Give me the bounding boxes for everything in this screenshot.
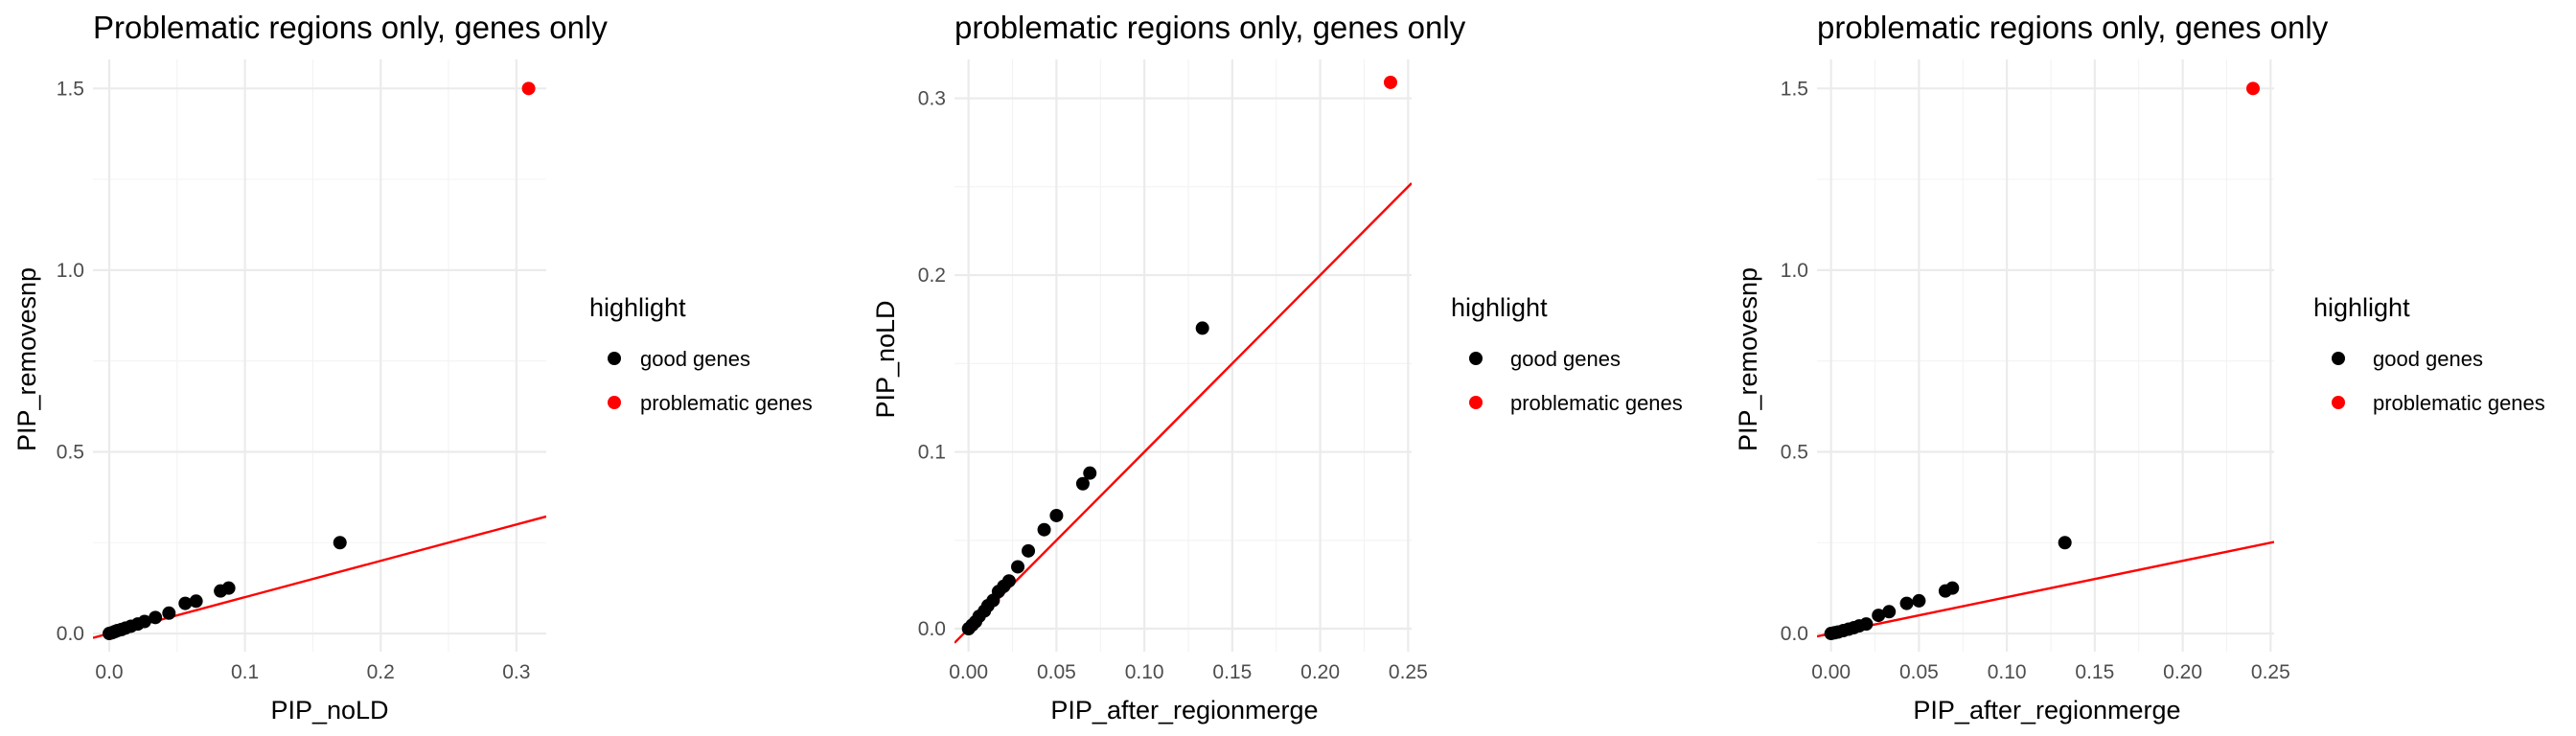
panel-2-legend-title: highlight xyxy=(1451,293,1548,322)
panel-3-x-tick-label: 0.20 xyxy=(2163,661,2202,683)
panel-2-point-good-genes xyxy=(1022,543,1036,558)
panel-1-x-tick-label: 0.3 xyxy=(502,661,530,683)
panel-2-legend-label-good-genes: good genes xyxy=(1510,347,1621,371)
panel-1-point-good-genes xyxy=(178,596,193,610)
panel-3-x-tick-label: 0.05 xyxy=(1899,661,1939,683)
panel-2: problematic regions only, genes only 0.0… xyxy=(871,10,1683,724)
panel-3-point-good-genes xyxy=(1899,596,1914,610)
panel-3-x-tick-label: 0.15 xyxy=(2075,661,2114,683)
panel-1-y-axis-title: PIP_removesnp xyxy=(12,267,41,451)
panel-2-y-tick-label: 0.3 xyxy=(918,88,946,110)
panel-2-y-tick-label: 0.1 xyxy=(918,442,946,464)
panel-3-point-good-genes xyxy=(1945,581,1960,595)
panel-3-x-tick-label: 0.10 xyxy=(1988,661,2027,683)
panel-1-point-good-genes xyxy=(189,594,203,609)
panel-2-y-tick-label: 0.0 xyxy=(918,618,946,640)
panel-1-plot: 0.0 0.1 0.2 0.3 0.0 0.5 1.0 1.5 xyxy=(57,59,546,683)
panel-3-point-good-genes xyxy=(1872,609,1886,623)
panel-3-legend-title: highlight xyxy=(2313,293,2410,322)
panel-1-point-good-genes xyxy=(221,581,236,595)
panel-2-legend: highlight good genes problematic genes xyxy=(1451,293,1683,415)
panel-1-y-tick-label: 0.0 xyxy=(57,623,84,645)
panel-2-x-tick-label: 0.15 xyxy=(1212,661,1252,683)
panel-2-y-axis-title: PIP_noLD xyxy=(871,300,900,418)
panel-1-x-tick-label: 0.2 xyxy=(367,661,395,683)
panel-1-legend-label-problematic-genes: problematic genes xyxy=(640,391,813,415)
panel-3-y-tick-label: 1.0 xyxy=(1781,260,1808,282)
panel-3-legend-key-good-genes xyxy=(2332,352,2345,365)
panel-2-reference-line xyxy=(954,182,1412,644)
panel-3-point-good-genes xyxy=(1859,617,1874,632)
panel-2-point-good-genes xyxy=(1011,560,1025,574)
panel-1-point-good-genes xyxy=(149,610,163,625)
panel-1-y-tick-label: 0.5 xyxy=(57,441,84,463)
panel-1-legend-title: highlight xyxy=(589,293,686,322)
panel-2-x-tick-label: 0.00 xyxy=(949,661,988,683)
panel-3-x-axis-title: PIP_after_regionmerge xyxy=(1913,696,2180,724)
panel-2-point-good-genes xyxy=(1001,574,1016,588)
panel-3-legend-label-problematic-genes: problematic genes xyxy=(2373,391,2545,415)
panel-1-y-tick-label: 1.0 xyxy=(57,260,84,282)
panel-2-point-good-genes xyxy=(1075,476,1090,491)
panel-3-y-axis-title: PIP_removesnp xyxy=(1734,267,1762,451)
panel-3-point-problematic-genes xyxy=(2245,81,2260,96)
panel-2-plot: 0.00 0.05 0.10 0.15 0.20 0.25 0.0 0.1 0.2 0.3 xyxy=(918,59,1428,683)
panel-1-point-good-genes xyxy=(162,606,176,620)
panel-3-legend-key-problematic-genes xyxy=(2332,396,2345,409)
panel-3-x-tick-label: 0.00 xyxy=(1811,661,1851,683)
panel-3-y-tick-label: 0.0 xyxy=(1781,623,1808,645)
panel-2-point-good-genes xyxy=(1195,321,1209,335)
panel-1-x-axis-title: PIP_noLD xyxy=(270,696,388,724)
panel-2-legend-key-problematic-genes xyxy=(1469,396,1483,409)
panel-2-title: problematic regions only, genes only xyxy=(954,10,1466,45)
panel-2-x-tick-label: 0.20 xyxy=(1300,661,1340,683)
panel-2-x-tick-label: 0.25 xyxy=(1389,661,1428,683)
panel-3-legend: highlight good genes problematic genes xyxy=(2313,293,2545,415)
panel-3: problematic regions only, genes only 0.0… xyxy=(1734,10,2545,724)
panel-3-point-good-genes xyxy=(1882,605,1897,619)
panel-1-legend-label-good-genes: good genes xyxy=(640,347,750,371)
panel-1-legend-key-problematic-genes xyxy=(608,396,621,409)
panel-2-point-good-genes xyxy=(1083,466,1097,480)
panel-1-title: Problematic regions only, genes only xyxy=(93,10,608,45)
panel-2-x-axis-title: PIP_after_regionmerge xyxy=(1050,696,1318,724)
panel-2-point-good-genes xyxy=(1049,508,1064,522)
panel-2-x-tick-label: 0.10 xyxy=(1125,661,1164,683)
panel-1-point-good-genes xyxy=(333,536,347,550)
panel-1-point-problematic-genes xyxy=(521,81,536,96)
panel-1-x-tick-label: 0.1 xyxy=(231,661,259,683)
panel-1-point-good-genes xyxy=(137,614,151,629)
panel-3-reference-line xyxy=(1817,540,2274,638)
panel-3-x-tick-label: 0.25 xyxy=(2251,661,2290,683)
panel-3-title: problematic regions only, genes only xyxy=(1817,10,2329,45)
panel-1-x-tick-label: 0.0 xyxy=(95,661,123,683)
panel-1-y-tick-label: 1.5 xyxy=(57,78,84,100)
panel-1: Problematic regions only, genes only 0.0… xyxy=(12,10,813,724)
panel-2-legend-label-problematic-genes: problematic genes xyxy=(1510,391,1683,415)
panel-1-legend: highlight good genes problematic genes xyxy=(589,293,813,415)
panel-2-legend-key-good-genes xyxy=(1469,352,1483,365)
panel-2-y-tick-label: 0.2 xyxy=(918,264,946,287)
panel-2-point-problematic-genes xyxy=(1383,75,1397,89)
panel-3-y-tick-label: 0.5 xyxy=(1781,441,1808,463)
panel-1-legend-key-good-genes xyxy=(608,352,621,365)
panel-3-point-good-genes xyxy=(2058,536,2072,550)
panel-3-y-tick-label: 1.5 xyxy=(1781,78,1808,100)
panel-3-legend-label-good-genes: good genes xyxy=(2373,347,2483,371)
panel-3-plot: 0.00 0.05 0.10 0.15 0.20 0.25 0.0 0.5 1.0 1.5 xyxy=(1781,59,2290,683)
panel-2-x-tick-label: 0.05 xyxy=(1037,661,1076,683)
panel-2-point-good-genes xyxy=(1037,522,1051,537)
panel-3-point-good-genes xyxy=(1912,593,1926,608)
